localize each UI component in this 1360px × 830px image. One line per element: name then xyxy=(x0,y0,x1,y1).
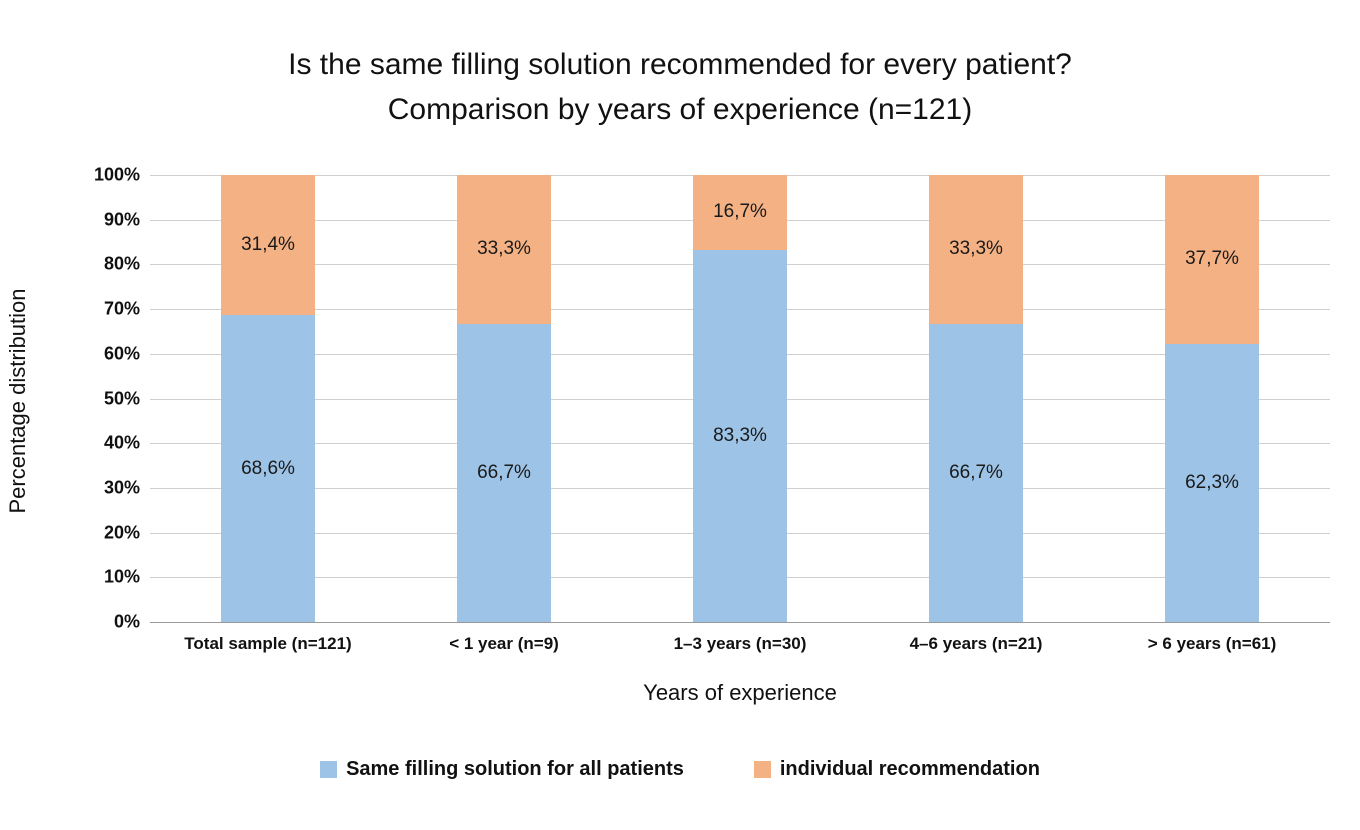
y-tick-label: 0% xyxy=(113,611,140,632)
chart-title-line-2: Comparison by years of experience (n=121… xyxy=(387,93,973,126)
legend-swatch xyxy=(320,761,338,778)
legend-item: Same filling solution for all patients xyxy=(320,758,684,781)
stacked-bar: 62,3% 37,7% xyxy=(1165,175,1259,622)
chart-title: Is the same filling solution recommended… xyxy=(0,42,1360,132)
bar-segment-same-filling: 68,6% xyxy=(221,315,315,622)
legend-swatch xyxy=(753,761,771,778)
x-axis-title: Years of experience xyxy=(643,680,837,705)
data-label: 68,6% xyxy=(241,457,295,479)
x-category-label: < 1 year (n=9) xyxy=(449,634,559,653)
data-label: 31,4% xyxy=(241,234,295,256)
x-category-label: 4–6 years (n=21) xyxy=(909,634,1043,653)
bar-segment-individual-recommendation: 16,7% xyxy=(693,175,787,250)
y-tick-label: 20% xyxy=(103,522,140,543)
data-label: 83,3% xyxy=(713,424,767,446)
data-label: 66,7% xyxy=(477,461,531,483)
data-label: 16,7% xyxy=(713,201,767,223)
y-axis-ticks: 0% 10% 20% 30% 40% 50% 60% 70% 80% 90% 100% xyxy=(0,165,140,632)
bar-segment-same-filling: 66,7% xyxy=(457,323,551,622)
x-axis-ticks: Total sample (n=121) < 1 year (n=9) 1–3 ye… xyxy=(150,634,1330,664)
bar-segment-individual-recommendation: 33,3% xyxy=(457,175,551,324)
plot-area: 68,6% 31,4% 66,7% 33,3% 83,3% 16,7% 66,7% 33,3%… xyxy=(150,175,1330,623)
bar-segment-same-filling: 62,3% xyxy=(1165,343,1259,622)
y-tick-label: 60% xyxy=(103,343,140,364)
bar-segment-individual-recommendation: 31,4% xyxy=(221,175,315,316)
legend-label: individual recommendation xyxy=(779,758,1040,780)
chart-title-line-1: Is the same filling solution recommended… xyxy=(288,48,1072,81)
stacked-bar: 83,3% 16,7% xyxy=(693,175,787,622)
stacked-bar: 68,6% 31,4% xyxy=(221,175,315,622)
bar-segment-individual-recommendation: 33,3% xyxy=(929,175,1023,324)
y-tick-label: 70% xyxy=(103,298,140,319)
x-axis-line xyxy=(150,622,1330,623)
stacked-bar: 66,7% 33,3% xyxy=(457,175,551,622)
y-tick-label: 40% xyxy=(103,432,140,453)
y-tick-label: 80% xyxy=(103,253,140,274)
data-label: 33,3% xyxy=(477,238,531,260)
bar-segment-same-filling: 83,3% xyxy=(693,249,787,622)
legend-label: Same filling solution for all patients xyxy=(346,758,684,780)
x-category-label: 1–3 years (n=30) xyxy=(673,634,807,653)
data-label: 37,7% xyxy=(1185,248,1239,270)
y-tick-label: 50% xyxy=(103,388,140,408)
data-label: 33,3% xyxy=(949,238,1003,260)
y-tick-label: 30% xyxy=(103,477,140,498)
data-label: 62,3% xyxy=(1185,471,1239,493)
x-category-label: Total sample (n=121) xyxy=(184,634,352,653)
y-tick-label: 100% xyxy=(93,164,140,185)
data-label: 66,7% xyxy=(949,461,1003,483)
bar-segment-individual-recommendation: 37,7% xyxy=(1165,175,1259,344)
stacked-bar: 66,7% 33,3% xyxy=(929,175,1023,622)
legend: Same filling solution for all patients in… xyxy=(0,758,1360,781)
bar-segment-same-filling: 66,7% xyxy=(929,323,1023,622)
y-tick-label: 90% xyxy=(103,209,140,230)
y-tick-label: 10% xyxy=(103,566,140,587)
x-category-label: > 6 years (n=61) xyxy=(1147,634,1277,653)
legend-item: individual recommendation xyxy=(753,758,1040,781)
